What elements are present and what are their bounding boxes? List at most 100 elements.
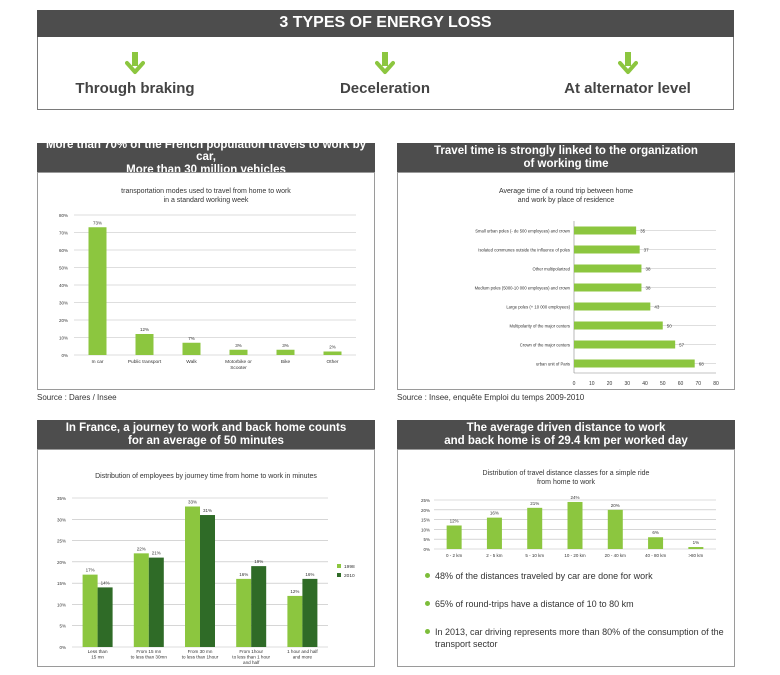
bar (236, 578, 252, 647)
loss-item-deceleration: Deceleration (310, 52, 460, 97)
bar (229, 349, 248, 355)
chart-panel-round-trip-time: Average time of a round trip between hom… (397, 172, 735, 390)
x-tick-label: 10 (589, 381, 595, 387)
bullet-text: 48% of the distances traveled by car are… (435, 571, 653, 581)
bar (574, 226, 637, 235)
y-tick-label: 70% (59, 231, 68, 236)
bar (574, 321, 663, 330)
x-tick-label: 40 - 80 km (645, 553, 667, 558)
bar (302, 578, 318, 647)
y-tick-label: Isolated communes outside the influence … (478, 248, 570, 253)
chart-panel-journey-time: Distribution of employees by journey tim… (37, 449, 375, 667)
heading-line: of working time (523, 157, 609, 170)
transport-modes-chart: transportation modes used to travel from… (59, 188, 356, 371)
data-label: 3% (235, 343, 242, 348)
heading-line: In France, a journey to work and back ho… (65, 422, 347, 435)
y-tick-label: 0% (61, 353, 68, 358)
x-tick-label: 60 (678, 381, 684, 387)
green-down-arrow-icon (375, 52, 395, 74)
data-label: 50 (667, 324, 673, 329)
y-tick-label: urban unit of Paris (536, 362, 570, 367)
green-down-arrow-icon (125, 52, 145, 74)
bar (574, 302, 651, 311)
x-tick-label: Public transport (128, 359, 162, 365)
data-label: 33% (188, 500, 197, 505)
bar (287, 595, 303, 647)
chart-title: Distribution of travel distance classes … (483, 470, 650, 486)
data-label: 57 (679, 343, 685, 348)
x-tick-label: Other (327, 359, 339, 365)
data-label: 6% (652, 530, 659, 535)
x-tick-label: Walk (186, 359, 197, 365)
x-tick-label: 5 - 10 km (525, 553, 544, 558)
data-label: 21% (530, 501, 539, 506)
x-tick-label: From 30 mn to less than 1hour (182, 649, 219, 660)
y-tick-label: 0% (59, 645, 66, 650)
y-tick-label: 10% (421, 527, 430, 532)
bar (648, 537, 664, 549)
data-label: 38 (645, 267, 651, 272)
bar (486, 517, 502, 549)
page-title: 3 TYPES OF ENERGY LOSS (279, 14, 492, 32)
y-tick-label: 80% (59, 213, 68, 218)
heading-line: and back home is of 29.4 km per worked d… (444, 434, 688, 447)
distance-classes-chart: Distribution of travel distance classes … (421, 470, 716, 558)
y-tick-label: 20% (57, 560, 66, 565)
bar (135, 334, 154, 355)
x-tick-label: 1 hour and half and more (287, 649, 318, 660)
bullet-item: 65% of round-trips have a distance of 10… (425, 598, 730, 610)
bar (97, 587, 113, 647)
x-tick-label: >80 km (688, 553, 703, 558)
legend-swatch (337, 573, 341, 577)
x-tick-label: 50 (660, 381, 666, 387)
y-tick-label: Medium poles (5000-10 000 employees) and… (475, 286, 571, 291)
bullet-text: In 2013, car driving represents more tha… (435, 627, 724, 650)
bullet-text: 65% of round-trips have a distance of 10… (435, 599, 634, 609)
data-label: 2% (329, 345, 336, 350)
x-tick-label: Less than 15 mn (88, 649, 108, 660)
bar (574, 245, 640, 254)
bar (82, 574, 98, 647)
loss-label: Deceleration (339, 80, 431, 97)
x-tick-label: 10 - 20 km (564, 553, 586, 558)
bar (527, 507, 543, 549)
data-label: 43 (654, 305, 660, 310)
bar (607, 509, 623, 549)
y-tick-label: 40% (59, 283, 68, 288)
y-tick-label: 35% (57, 496, 66, 501)
data-label: 12% (450, 518, 459, 523)
data-label: 1% (693, 540, 700, 545)
data-label: 37 (644, 248, 650, 253)
x-tick-label: 2 - 5 km (486, 553, 503, 558)
x-tick-label: 20 (607, 381, 613, 387)
bar (567, 501, 583, 549)
loss-label: At alternator level (564, 80, 691, 97)
data-label: 16% (305, 572, 314, 577)
bar (251, 566, 267, 647)
bullet-item: 48% of the distances traveled by car are… (425, 570, 730, 582)
y-tick-label: Small urban poles (- de 500 employees) a… (475, 229, 570, 234)
x-tick-label: 30 (624, 381, 630, 387)
round-trip-time-chart: Average time of a round trip between hom… (475, 188, 719, 387)
y-tick-label: Large poles (+ 10 000 employees) (506, 305, 570, 310)
data-label: 24% (570, 495, 579, 500)
y-tick-label: 10% (57, 602, 66, 607)
y-tick-label: 15% (421, 518, 430, 523)
data-label: 73% (93, 220, 102, 225)
loss-item-alternator: At alternator level (545, 52, 710, 97)
bar (185, 506, 200, 647)
panel-heading-driven-distance: The average driven distance to work and … (397, 420, 735, 449)
y-tick-label: 20% (59, 318, 68, 323)
chart-panel-transport-modes: transportation modes used to travel from… (37, 172, 375, 390)
x-tick-label: 80 (713, 381, 719, 387)
x-tick-label: 0 (573, 381, 576, 387)
x-tick-label: 40 (642, 381, 648, 387)
chart-title: transportation modes used to travel from… (121, 188, 291, 204)
x-tick-label: Motorbike or Scooter (225, 359, 252, 371)
bullet-dot (425, 573, 430, 578)
x-tick-label: In car (92, 359, 104, 365)
source-note: Source : Insee, enquête Emploi du temps … (397, 393, 585, 402)
y-tick-label: 20% (421, 508, 430, 513)
bar (182, 342, 201, 355)
data-label: 35 (640, 229, 646, 234)
